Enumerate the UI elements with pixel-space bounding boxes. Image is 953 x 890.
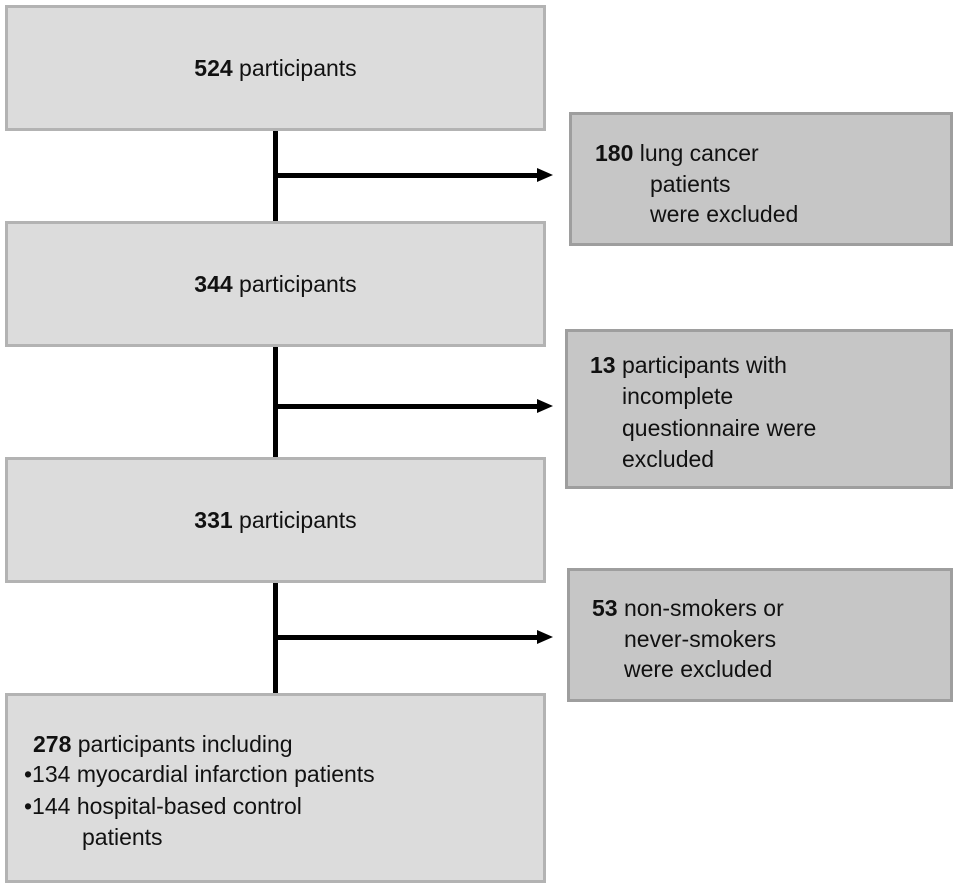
label: lung cancer <box>633 140 759 166</box>
flow-box-2: 344 participants <box>5 221 546 347</box>
arrowhead-1 <box>537 168 553 182</box>
label: participants including <box>71 731 293 757</box>
arrowhead-2 <box>537 399 553 413</box>
count: 180 <box>595 140 634 166</box>
flow-box-final: 278 participants including •134 myocardi… <box>5 693 546 883</box>
connector-horizontal-1 <box>273 173 538 178</box>
exclusion-1-line-3: were excluded <box>650 201 799 227</box>
label: participants <box>232 271 357 297</box>
exclusion-box-3: 53 non-smokers or never-smokers were exc… <box>567 568 953 702</box>
exclusion-3-line-1: 53 non-smokers or <box>592 593 784 623</box>
exclusion-1-line-2: patients <box>650 171 731 197</box>
label: participants with <box>615 352 787 378</box>
final-box-bullet-1: •134 myocardial infarction patients <box>24 761 375 787</box>
arrowhead-3 <box>537 630 553 644</box>
final-box-bullet-2-cont: patients <box>82 824 163 850</box>
exclusion-2-line-1: 13 participants with <box>590 350 787 380</box>
label: non-smokers or <box>617 595 784 621</box>
exclusion-2-line-2: incomplete <box>622 383 734 409</box>
flow-box-3-text: 331 participants <box>194 505 356 535</box>
exclusion-3-line-2: never-smokers <box>624 626 777 652</box>
label: participants <box>232 507 357 533</box>
count: 53 <box>592 595 618 621</box>
final-box-heading: 278 participants including <box>33 729 293 759</box>
exclusion-2-line-4: excluded <box>622 446 715 472</box>
exclusion-1-line-1: 180 lung cancer <box>595 138 759 168</box>
flow-box-3: 331 participants <box>5 457 546 583</box>
label: participants <box>232 55 357 81</box>
flow-box-1: 524 participants <box>5 5 546 131</box>
connector-vertical-2 <box>273 347 278 457</box>
count: 331 <box>194 507 233 533</box>
exclusion-box-1: 180 lung cancer patients were excluded <box>569 112 953 246</box>
count: 524 <box>194 55 233 81</box>
flow-box-2-text: 344 participants <box>194 269 356 299</box>
exclusion-box-2: 13 participants with incomplete question… <box>565 329 953 489</box>
count: 278 <box>33 731 72 757</box>
exclusion-3-line-3: were excluded <box>624 656 773 682</box>
flow-box-1-text: 524 participants <box>194 53 356 83</box>
final-box-bullet-2: •144 hospital-based control <box>24 793 302 819</box>
exclusion-2-line-3: questionnaire were <box>622 415 817 441</box>
count: 13 <box>590 352 616 378</box>
connector-horizontal-3 <box>273 635 538 640</box>
connector-horizontal-2 <box>273 404 538 409</box>
count: 344 <box>194 271 233 297</box>
